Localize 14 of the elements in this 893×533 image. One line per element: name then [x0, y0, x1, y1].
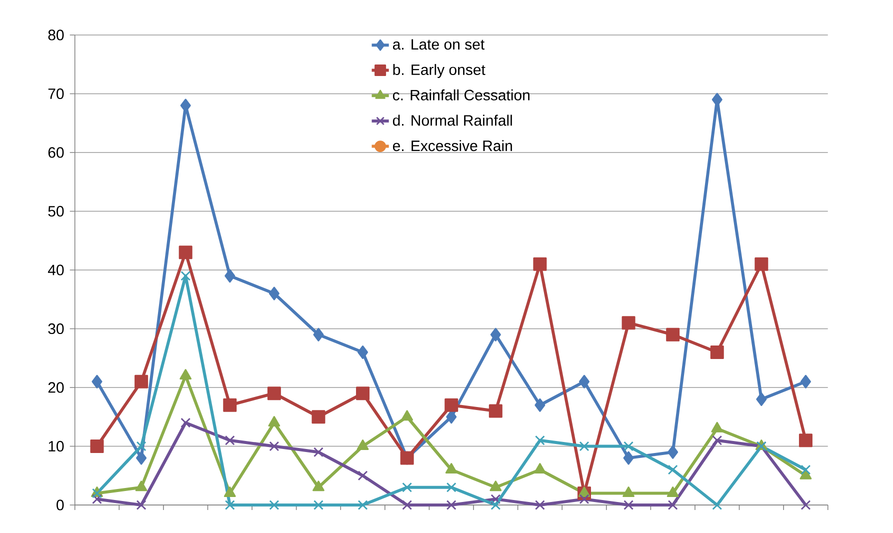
y-tick-label: 30	[48, 323, 64, 334]
y-tick-label: 10	[48, 440, 64, 452]
y-tick-label: 50	[48, 206, 64, 217]
y-tick-label: 70	[48, 88, 64, 100]
legend-label: c. Rainfall Cessation	[392, 89, 530, 100]
y-tick-label: 80	[48, 30, 64, 40]
y-tick-label: 60	[48, 147, 64, 158]
y-tick-label: 40	[48, 264, 64, 276]
legend-label: b. Early onset	[393, 64, 486, 78]
y-tick-label: 0	[56, 500, 64, 510]
y-tick-label: 20	[48, 382, 64, 393]
legend-label: a. Late on set	[392, 39, 485, 50]
legend-label: e. Excessive Rain	[392, 140, 512, 152]
legend-label: d. Normal Rainfall	[392, 114, 512, 126]
